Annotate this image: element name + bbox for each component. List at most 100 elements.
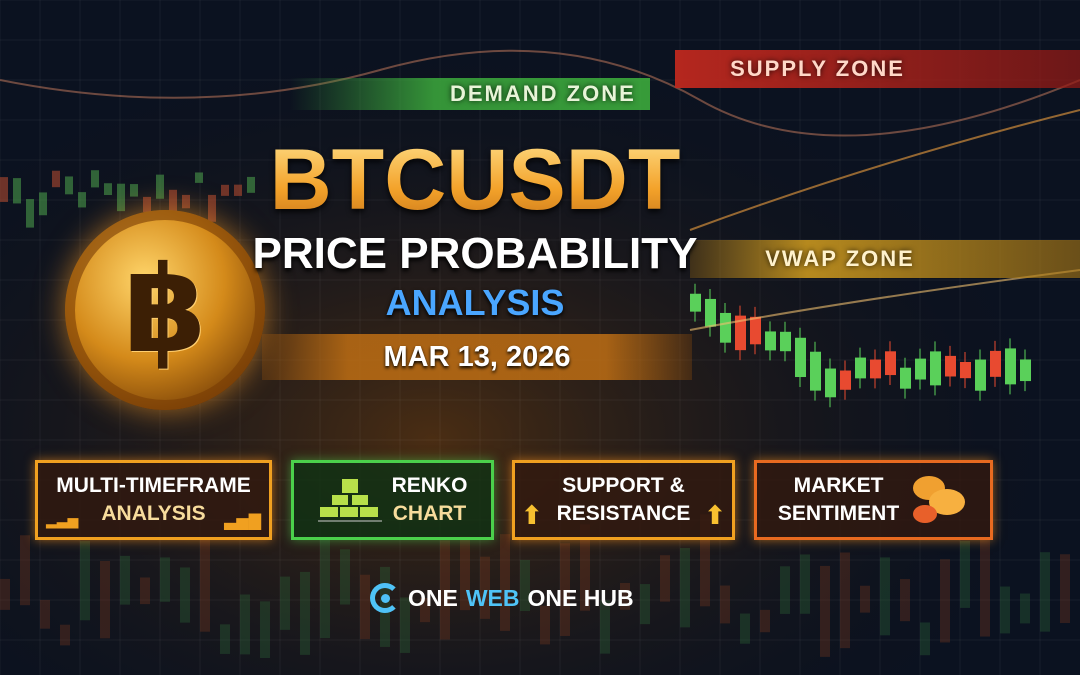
candle (440, 540, 450, 640)
demand-zone-banner: DEMAND ZONE (290, 78, 650, 110)
candle (860, 585, 870, 613)
candle (300, 571, 310, 655)
candle (140, 577, 150, 605)
feature-label: SENTIMENT (777, 502, 900, 525)
moving-average-line (689, 269, 1080, 331)
candle (52, 170, 60, 188)
candle (160, 557, 170, 602)
candle (420, 598, 430, 623)
candle (870, 359, 881, 379)
candle (80, 541, 90, 621)
candle (560, 543, 570, 636)
candle (940, 559, 950, 643)
candle (60, 624, 70, 646)
candle (20, 535, 30, 606)
logo-icon (370, 583, 400, 613)
candle (980, 539, 990, 637)
candle (900, 579, 910, 622)
candle (195, 172, 203, 183)
candle (960, 361, 971, 379)
candle (0, 578, 10, 610)
candle (460, 535, 470, 611)
candle (1020, 359, 1031, 382)
candle (1020, 593, 1030, 624)
bull-bear-icon (913, 476, 966, 523)
candle (182, 194, 190, 209)
candle (880, 557, 890, 636)
renko-bricks-icon (317, 479, 382, 522)
candle (750, 316, 761, 345)
candle (820, 565, 830, 657)
feature-label: RENKO (391, 474, 468, 497)
candle (620, 582, 630, 610)
candle (540, 605, 550, 645)
candle (945, 355, 956, 377)
supply-zone-banner: SUPPLY ZONE (675, 50, 1080, 88)
candle (280, 576, 290, 630)
candle (220, 624, 230, 654)
candle (795, 337, 806, 378)
candle (720, 585, 730, 624)
candle (960, 541, 970, 608)
candle (780, 566, 790, 614)
candle (117, 183, 125, 212)
candle (800, 554, 810, 614)
brand-logo: ONE WEB ONE HUB (370, 580, 634, 616)
candle (740, 613, 750, 644)
moving-average-line (0, 49, 1080, 137)
feature-multi-timeframe: ▂▃▅ MULTI-TIMEFRAME ANALYSIS ▃▅▇ (35, 460, 272, 540)
date-banner: MAR 13, 2026 (262, 334, 692, 380)
candle (735, 315, 746, 351)
candle (400, 597, 410, 653)
feature-market-sentiment: MARKET SENTIMENT (754, 460, 993, 540)
candle (920, 622, 930, 656)
candle (580, 524, 590, 611)
candle (855, 357, 866, 379)
candle (680, 548, 690, 628)
candle (600, 600, 610, 654)
feature-label: RESISTANCE (556, 502, 691, 525)
candle (900, 367, 911, 389)
candle (1000, 586, 1010, 634)
candle (169, 189, 177, 218)
bar-chart-icon: ▃▅▇ (224, 511, 261, 530)
feature-label: SUPPORT & (562, 474, 685, 497)
candle (240, 594, 250, 655)
subtitle-secondary: ANALYSIS (385, 282, 565, 323)
candle (320, 538, 330, 639)
candle (200, 539, 210, 632)
candle (234, 184, 242, 196)
candle (990, 350, 1001, 377)
candle (208, 194, 216, 222)
candle (840, 552, 850, 649)
candle (39, 192, 47, 216)
candle (825, 368, 836, 398)
subtitle-primary: PRICE PROBABILITY (252, 229, 698, 278)
bar-chart-icon: ▂▃▅ (46, 513, 79, 529)
candle (705, 298, 716, 327)
vwap-zone-banner: VWAP ZONE (690, 240, 1080, 278)
bitcoin-symbol: ฿ (123, 240, 207, 380)
up-arrow-icon: ⬆ (704, 501, 726, 531)
feature-label: MARKET (793, 474, 884, 497)
candle (40, 599, 50, 629)
bitcoin-coin-icon: ฿ (65, 210, 265, 410)
candle (690, 293, 701, 312)
candle (930, 351, 941, 386)
logo-text: WEB (465, 584, 520, 611)
candle (143, 196, 151, 213)
candle (765, 331, 776, 351)
candle (760, 609, 770, 633)
candle (65, 176, 73, 195)
candle (360, 574, 370, 640)
candle (1060, 554, 1070, 624)
candle (104, 183, 112, 196)
candle (0, 177, 8, 202)
candle (78, 192, 86, 208)
candle (915, 358, 926, 380)
candle (480, 556, 490, 619)
candle (885, 351, 896, 376)
candle (700, 514, 710, 607)
feature-label: ANALYSIS (101, 502, 206, 525)
candle (660, 555, 670, 602)
